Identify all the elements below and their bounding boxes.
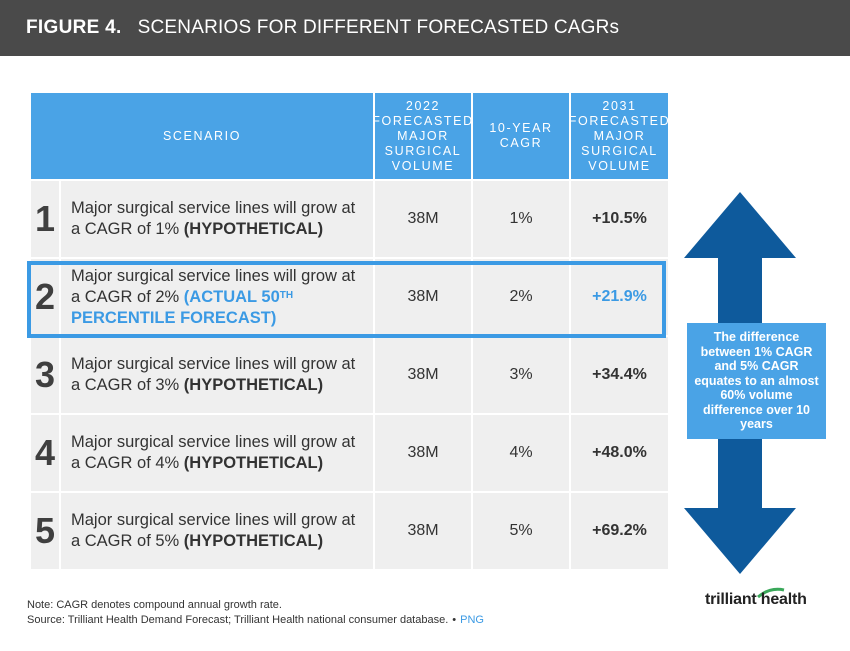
callout-box: The difference between 1% CAGR and 5% CA…	[687, 323, 826, 439]
table-row: 3 Major surgical service lines will grow…	[31, 337, 668, 413]
volume-2031-growth: +48.0%	[571, 415, 668, 491]
volume-2031-growth: +69.2%	[571, 493, 668, 569]
volume-2031-growth: +10.5%	[571, 181, 668, 257]
volume-2031-growth: +21.9%	[571, 259, 668, 335]
footnote-source: Source: Trilliant Health Demand Forecast…	[27, 614, 484, 626]
scenario-text: Major surgical service lines will grow a…	[71, 355, 356, 394]
separator-dot: •	[452, 614, 457, 626]
scenario-table: SCENARIO 2022 FORECASTED MAJOR SURGICAL …	[31, 93, 669, 569]
scenario-text: Major surgical service lines will grow a…	[71, 433, 356, 472]
cagr-value: 4%	[473, 415, 569, 491]
column-header-scenario: SCENARIO	[31, 93, 373, 179]
scenario-number: 2	[31, 259, 59, 335]
scenario-description: Major surgical service lines will grow a…	[61, 493, 373, 569]
scenario-number: 4	[31, 415, 59, 491]
scenario-description: Major surgical service lines will grow a…	[61, 415, 373, 491]
volume-2022: 38M	[375, 181, 471, 257]
logo-swoosh-icon	[757, 587, 785, 599]
table-row: 2 Major surgical service lines will grow…	[31, 259, 668, 335]
scenario-number: 5	[31, 493, 59, 569]
cagr-value: 5%	[473, 493, 569, 569]
table-header: SCENARIO 2022 FORECASTED MAJOR SURGICAL …	[31, 93, 669, 179]
footnote-note: Note: CAGR denotes compound annual growt…	[27, 599, 282, 611]
table-row: 1 Major surgical service lines will grow…	[31, 181, 668, 257]
scenario-tag-part: (ACTUAL 50	[183, 287, 280, 306]
trilliant-health-logo: trilliant health	[705, 591, 807, 608]
figure-header: FIGURE 4. SCENARIOS FOR DIFFERENT FORECA…	[0, 0, 850, 56]
source-text: Source: Trilliant Health Demand Forecast…	[27, 614, 449, 626]
scenario-tag: (HYPOTHETICAL)	[183, 376, 324, 394]
volume-2022: 38M	[375, 415, 471, 491]
scenario-description: Major surgical service lines will grow a…	[61, 259, 373, 335]
cagr-value: 3%	[473, 337, 569, 413]
table-row: 4 Major surgical service lines will grow…	[31, 415, 668, 491]
scenario-tag-superscript: TH	[279, 289, 294, 301]
cagr-value: 2%	[473, 259, 569, 335]
scenario-description: Major surgical service lines will grow a…	[61, 337, 373, 413]
scenario-number: 1	[31, 181, 59, 257]
scenario-text: Major surgical service lines will grow a…	[71, 511, 356, 550]
volume-2031-growth: +34.4%	[571, 337, 668, 413]
scenario-description: Major surgical service lines will grow a…	[61, 181, 373, 257]
table-row: 5 Major surgical service lines will grow…	[31, 493, 668, 569]
png-link[interactable]: PNG	[460, 614, 484, 626]
volume-2022: 38M	[375, 493, 471, 569]
scenario-text: Major surgical service lines will grow a…	[71, 199, 356, 238]
scenario-tag: (HYPOTHETICAL)	[183, 220, 324, 238]
scenario-text: Major surgical service lines will grow a…	[71, 266, 356, 306]
scenario-number: 3	[31, 337, 59, 413]
figure-number: FIGURE 4.	[26, 17, 122, 38]
column-header-cagr: 10-YEAR CAGR	[473, 93, 569, 179]
scenario-tag-part: PERCENTILE FORECAST)	[71, 308, 277, 327]
column-header-2022-volume: 2022 FORECASTED MAJOR SURGICAL VOLUME	[372, 93, 472, 179]
cagr-value: 1%	[473, 181, 569, 257]
scenario-tag: (HYPOTHETICAL)	[183, 532, 324, 550]
scenario-tag-actual: (ACTUAL 50TH PERCENTILE FORECAST)	[71, 288, 293, 327]
volume-2022: 38M	[375, 337, 471, 413]
column-header-2031-volume: 2031 FORECASTED MAJOR SURGICAL VOLUME	[569, 93, 669, 179]
figure-title: SCENARIOS FOR DIFFERENT FORECASTED CAGRs	[137, 17, 620, 38]
volume-2022: 38M	[375, 259, 471, 335]
scenario-tag: (HYPOTHETICAL)	[183, 454, 324, 472]
